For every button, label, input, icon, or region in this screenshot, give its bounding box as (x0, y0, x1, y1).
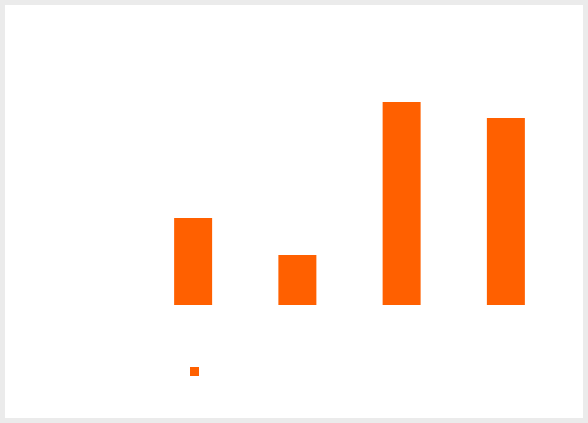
bar (486, 118, 525, 305)
bar (382, 102, 421, 305)
legend-marker (190, 367, 199, 376)
bar (174, 218, 213, 305)
bar (278, 255, 317, 305)
chart-background (5, 5, 583, 418)
